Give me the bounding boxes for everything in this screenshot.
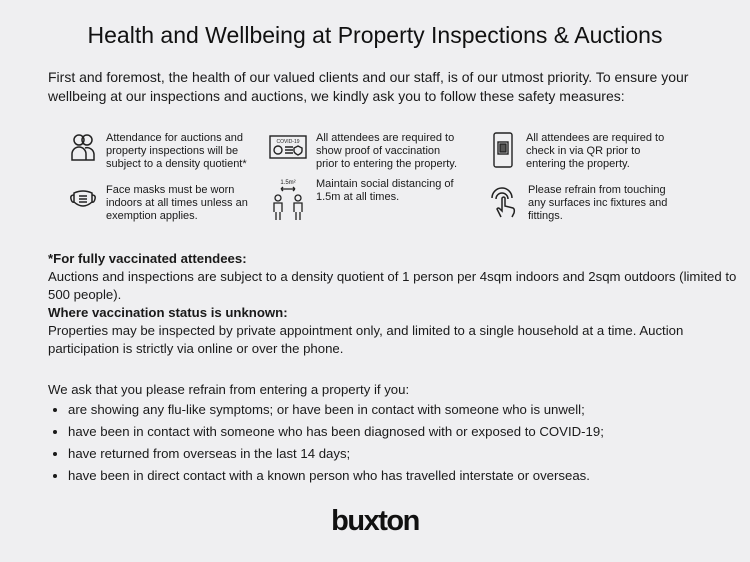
- social-distancing-icon: 1.5m²: [273, 180, 303, 220]
- vaccinated-text: Auctions and inspections are subject to …: [48, 269, 737, 302]
- list-item: are showing any flu-like symptoms; or ha…: [68, 401, 738, 419]
- measure-distancing: 1.5m² Maintain social distancing of 1.5m…: [268, 178, 458, 222]
- refrain-section: We ask that you please refrain from ente…: [48, 381, 738, 489]
- unknown-heading: Where vaccination status is unknown:: [48, 305, 288, 320]
- measure-no-touch: Please refrain from touching any surface…: [488, 184, 678, 223]
- buxton-logo: buxton: [331, 505, 420, 537]
- qr-phone-icon: [493, 132, 513, 168]
- unknown-text: Properties may be inspected by private a…: [48, 323, 684, 356]
- people-icon: [71, 134, 95, 161]
- touch-hand-icon: [491, 187, 516, 218]
- measure-density: Attendance for auctions and property ins…: [68, 132, 258, 171]
- list-item: have been in contact with someone who ha…: [68, 423, 738, 441]
- safety-measures: Attendance for auctions and property ins…: [68, 132, 708, 232]
- vaccinated-heading: *For fully vaccinated attendees:: [48, 251, 247, 266]
- svg-text:COVID-19: COVID-19: [276, 139, 299, 145]
- list-item: have returned from overseas in the last …: [68, 445, 738, 463]
- intro-text: First and foremost, the health of our va…: [48, 69, 689, 104]
- refrain-list: are showing any flu-like symptoms; or ha…: [48, 401, 738, 485]
- measure-face-mask: Face masks must be worn indoors at all t…: [68, 184, 258, 223]
- list-item: have been in direct contact with a known…: [68, 467, 738, 485]
- svg-text:1.5m²: 1.5m²: [280, 180, 295, 186]
- density-rules: *For fully vaccinated attendees: Auction…: [48, 250, 738, 358]
- measure-qr-checkin: All attendees are required to check in v…: [488, 132, 678, 171]
- face-mask-icon: [70, 190, 96, 207]
- measure-vaccination: COVID-19 All attendees are required to s…: [268, 132, 458, 171]
- refrain-intro: We ask that you please refrain from ente…: [48, 382, 410, 397]
- vaccination-certificate-icon: COVID-19: [269, 135, 307, 159]
- page-title: Health and Wellbeing at Property Inspect…: [87, 22, 663, 48]
